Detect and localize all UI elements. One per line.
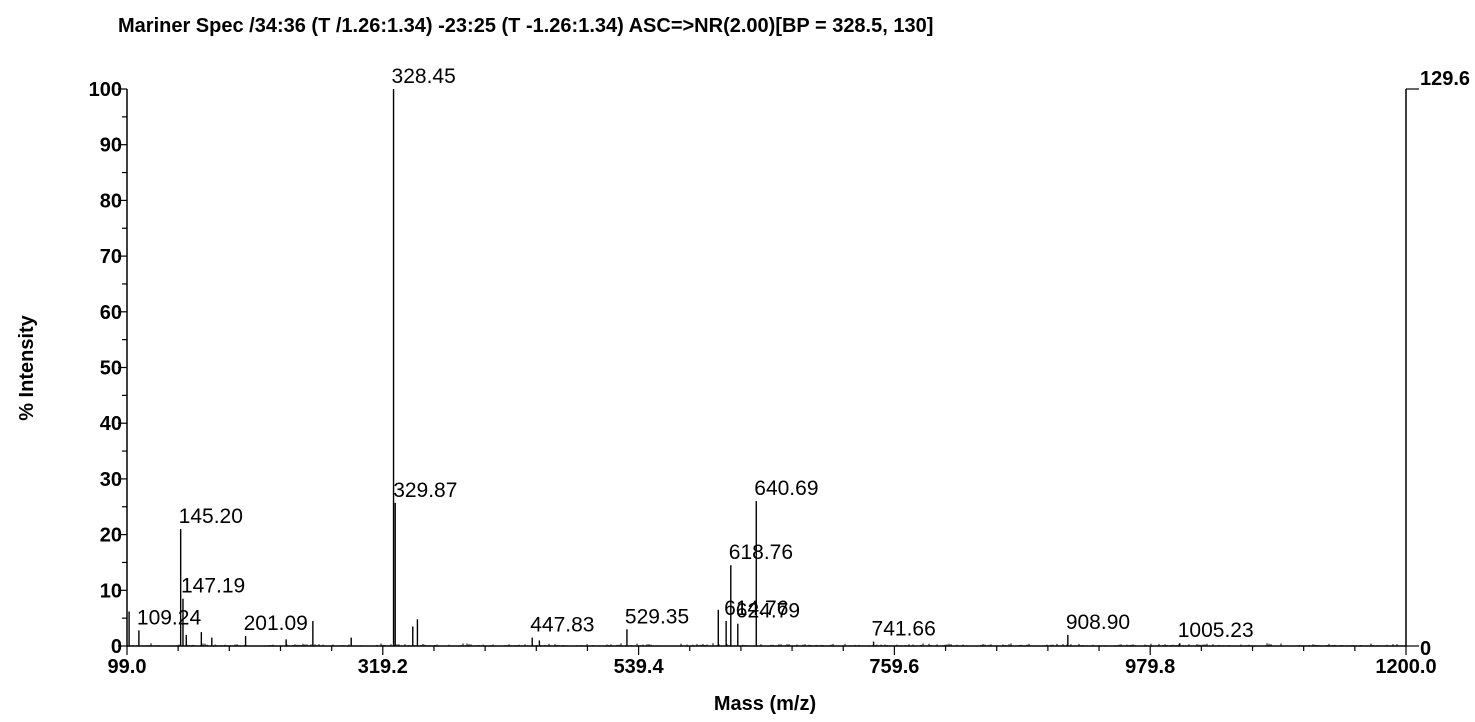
peak-label: 908.90 (1066, 611, 1130, 634)
peak-labels-group: 109.24 145.20 147.19 201.09 328.45 329.87 447.… (137, 65, 1254, 642)
x-axis-title: Mass (m/z) (714, 693, 816, 715)
x-tick-label: 979.8 (1125, 656, 1175, 678)
y-tick-label: 80 (100, 190, 122, 212)
y-tick-label: 50 (100, 358, 122, 380)
peak-label: 145.20 (179, 505, 243, 528)
x-tick-label: 1200.0 (1375, 656, 1436, 678)
y-axis-title: % Intensity (16, 314, 38, 420)
y-tick-label: 40 (100, 413, 122, 435)
peak-label: 1005.23 (1178, 619, 1254, 642)
x-tick-label: 539.4 (614, 656, 665, 678)
axes-group: 129.6 0 0 10 20 30 40 50 60 70 80 90 100 99.0 319.2 539… (89, 68, 1470, 678)
y-tick-label: 90 (100, 135, 122, 157)
right-axis-bottom-label: 0 (1420, 638, 1431, 660)
peak-label: 618.76 (729, 541, 793, 564)
peaks-group (128, 89, 1181, 646)
peak-label: 109.24 (137, 606, 202, 629)
peak-label: 640.69 (754, 477, 818, 500)
peak-label: 614.76 (724, 597, 788, 620)
y-tick-label: 100 (89, 79, 122, 101)
peak-label: 741.66 (872, 618, 936, 641)
y-tick-label: 70 (100, 246, 122, 268)
peak-label: 624.79 (736, 600, 800, 623)
peak-label: 147.19 (181, 575, 245, 598)
y-tick-label: 60 (100, 302, 122, 324)
peak-label: 328.45 (392, 65, 456, 88)
y-tick-label: 20 (100, 525, 122, 547)
x-tick-label: 99.0 (108, 656, 147, 678)
y-tick-label: 10 (100, 580, 122, 602)
peak-label: 329.87 (393, 479, 457, 502)
right-axis-top-label: 129.6 (1420, 68, 1470, 90)
peak-label: 529.35 (625, 605, 689, 628)
peak-label: 447.83 (530, 614, 594, 637)
chart-title: Mariner Spec /34:36 (T /1.26:1.34) -23:2… (118, 15, 933, 37)
x-tick-label: 759.6 (869, 656, 919, 678)
x-tick-label: 319.2 (358, 656, 408, 678)
peak-label: 201.09 (244, 612, 308, 635)
y-tick-label: 30 (100, 469, 122, 491)
y-tick-label: 0 (111, 636, 122, 658)
